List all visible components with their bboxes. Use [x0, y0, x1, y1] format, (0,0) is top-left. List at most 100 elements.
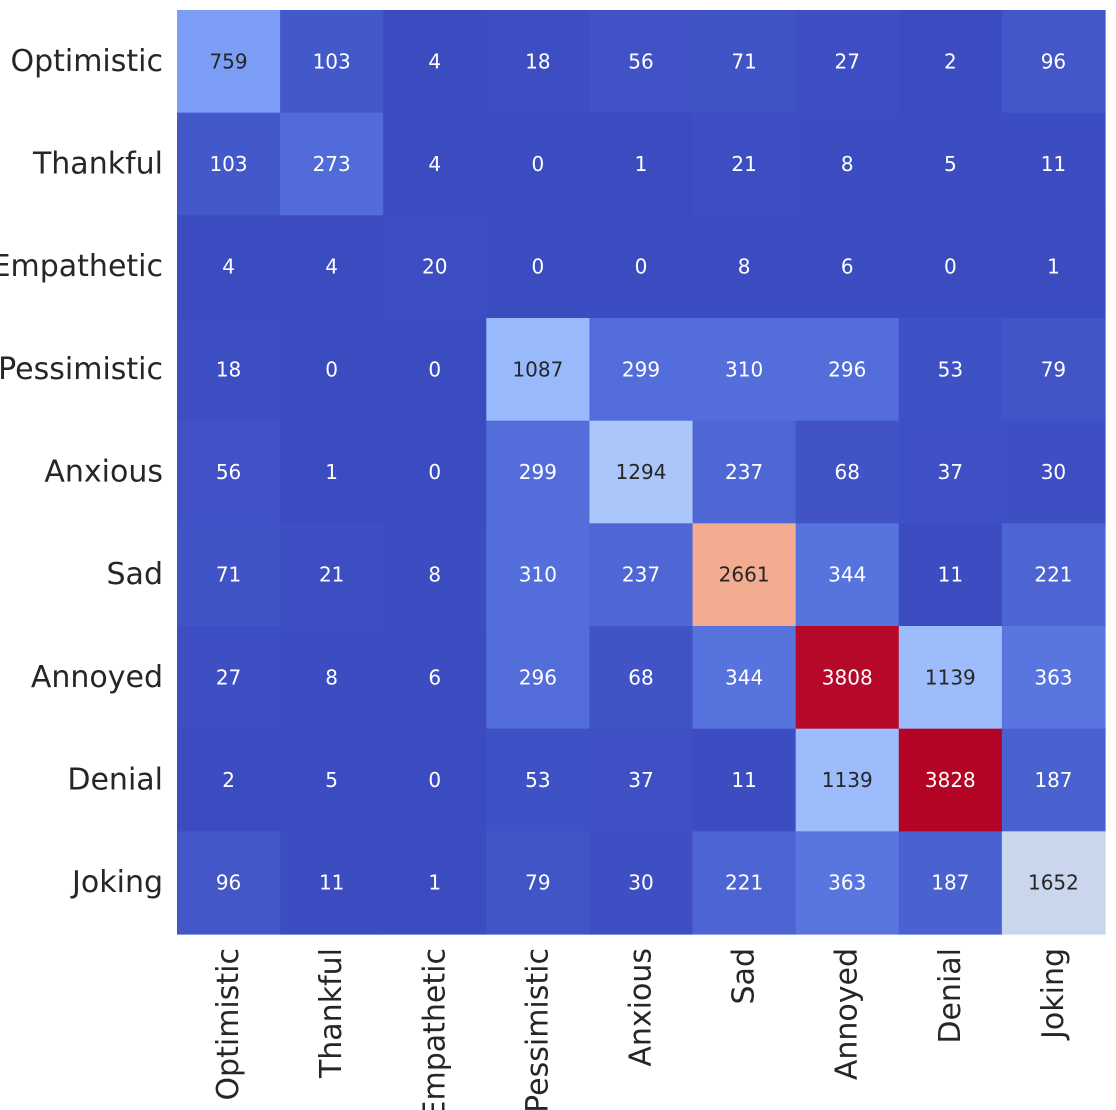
- cell-value-empathetic-denial: 0: [944, 255, 957, 279]
- heatmap-cell-annoyed-optimistic: [177, 626, 281, 730]
- heatmap-cell-thankful-denial: [898, 112, 1003, 216]
- heatmap-cell-optimistic-optimistic: [177, 10, 281, 114]
- heatmap-cell-sad-pessimistic: [486, 523, 591, 627]
- heatmap-cell-pessimistic-sad: [692, 318, 797, 422]
- cell-value-optimistic-pessimistic: 18: [525, 49, 550, 73]
- heatmap-cell-joking-anxious: [589, 831, 694, 935]
- cell-value-anxious-anxious: 1294: [616, 460, 667, 484]
- cell-value-thankful-denial: 5: [944, 152, 957, 176]
- heatmap-cell-joking-thankful: [280, 831, 384, 935]
- heatmap-cell-annoyed-annoyed: [795, 626, 900, 730]
- cell-value-anxious-denial: 37: [938, 460, 963, 484]
- cell-value-anxious-pessimistic: 299: [519, 460, 557, 484]
- heatmap-cell-anxious-joking: [1001, 420, 1106, 524]
- cell-value-optimistic-sad: 71: [731, 49, 756, 73]
- cell-value-annoyed-sad: 344: [725, 665, 763, 689]
- cell-value-anxious-sad: 237: [725, 460, 763, 484]
- x-tick-label-pessimistic: Pessimistic: [520, 948, 555, 1110]
- cell-value-annoyed-annoyed: 3808: [822, 665, 873, 689]
- heatmap-cell-empathetic-sad: [692, 215, 797, 319]
- cell-value-denial-denial: 3828: [925, 768, 976, 792]
- cell-value-joking-joking: 1652: [1028, 871, 1079, 895]
- heatmap-cell-pessimistic-thankful: [280, 318, 384, 422]
- heatmap-cell-pessimistic-anxious: [589, 318, 694, 422]
- heatmap-cell-optimistic-sad: [692, 10, 797, 114]
- x-tick-label-sad: Sad: [727, 948, 762, 1004]
- heatmap-cell-thankful-anxious: [589, 112, 694, 216]
- heatmap-cell-empathetic-empathetic: [383, 215, 487, 319]
- heatmap-cell-denial-pessimistic: [486, 728, 591, 832]
- cell-value-empathetic-thankful: 4: [325, 255, 338, 279]
- cell-value-denial-thankful: 5: [325, 768, 338, 792]
- heatmap-cell-denial-sad: [692, 728, 797, 832]
- cell-value-optimistic-anxious: 56: [628, 49, 653, 73]
- heatmap-cell-thankful-annoyed: [795, 112, 900, 216]
- heatmap-cell-thankful-sad: [692, 112, 797, 216]
- x-tick-label-optimistic: Optimistic: [211, 948, 246, 1101]
- heatmap-cell-pessimistic-empathetic: [383, 318, 487, 422]
- heatmap-cell-empathetic-joking: [1001, 215, 1106, 319]
- x-tick-label-annoyed: Annoyed: [830, 948, 865, 1080]
- y-tick-label-empathetic: Empathetic: [0, 249, 163, 284]
- heatmap-cell-optimistic-denial: [898, 10, 1003, 114]
- heatmap-cell-empathetic-optimistic: [177, 215, 281, 319]
- heatmap-cell-annoyed-joking: [1001, 626, 1106, 730]
- y-tick-label-anxious: Anxious: [44, 455, 163, 490]
- x-tick-label-denial: Denial: [933, 948, 968, 1044]
- heatmap-cell-optimistic-annoyed: [795, 10, 900, 114]
- cell-value-sad-pessimistic: 310: [519, 563, 557, 587]
- cell-value-denial-anxious: 37: [628, 768, 653, 792]
- heatmap-cell-joking-optimistic: [177, 831, 281, 935]
- heatmap-cell-denial-joking: [1001, 728, 1106, 832]
- cell-value-denial-sad: 11: [731, 768, 756, 792]
- x-axis-tick-labels: Optimistic Thankful Empathetic Pessimistic A…: [211, 948, 1071, 1110]
- y-tick-label-pessimistic: Pessimistic: [0, 352, 163, 387]
- heatmap-cell-anxious-annoyed: [795, 420, 900, 524]
- heatmap-cell-optimistic-joking: [1001, 10, 1106, 114]
- heatmap-cell-annoyed-sad: [692, 626, 797, 730]
- x-tick-label-anxious: Anxious: [624, 948, 659, 1067]
- cell-value-anxious-empathetic: 0: [428, 460, 441, 484]
- cell-value-pessimistic-optimistic: 18: [216, 357, 241, 381]
- cell-value-annoyed-optimistic: 27: [216, 665, 241, 689]
- heatmap-cell-sad-thankful: [280, 523, 384, 627]
- heatmap-cell-sad-joking: [1001, 523, 1106, 627]
- cell-value-thankful-optimistic: 103: [209, 152, 247, 176]
- cell-value-empathetic-optimistic: 4: [222, 255, 235, 279]
- cell-value-thankful-joking: 11: [1041, 152, 1066, 176]
- heatmap-cell-pessimistic-annoyed: [795, 318, 900, 422]
- cell-value-thankful-sad: 21: [731, 152, 756, 176]
- cell-value-empathetic-joking: 1: [1047, 255, 1060, 279]
- heatmap-cell-denial-anxious: [589, 728, 694, 832]
- heatmap-cell-denial-thankful: [280, 728, 384, 832]
- heatmap-cell-annoyed-thankful: [280, 626, 384, 730]
- heatmap-cell-optimistic-empathetic: [383, 10, 487, 114]
- heatmap-cell-denial-denial: [898, 728, 1003, 832]
- cell-value-thankful-thankful: 273: [313, 152, 351, 176]
- cell-value-annoyed-pessimistic: 296: [519, 665, 557, 689]
- heatmap-cell-anxious-empathetic: [383, 420, 487, 524]
- cell-value-thankful-empathetic: 4: [428, 152, 441, 176]
- cell-value-thankful-annoyed: 8: [841, 152, 854, 176]
- cell-value-anxious-annoyed: 68: [834, 460, 859, 484]
- cell-value-annoyed-denial: 1139: [925, 665, 976, 689]
- cell-value-annoyed-thankful: 8: [325, 665, 338, 689]
- cell-value-pessimistic-anxious: 299: [622, 357, 660, 381]
- cell-value-annoyed-anxious: 68: [628, 665, 653, 689]
- cell-value-optimistic-thankful: 103: [313, 49, 351, 73]
- heatmap-cell-sad-sad: [692, 523, 797, 627]
- heatmap-cell-joking-denial: [898, 831, 1003, 935]
- y-tick-label-sad: Sad: [107, 557, 163, 592]
- cell-value-optimistic-joking: 96: [1041, 49, 1066, 73]
- cell-value-denial-optimistic: 2: [222, 768, 235, 792]
- heatmap-cell-sad-denial: [898, 523, 1003, 627]
- cell-value-optimistic-empathetic: 4: [428, 49, 441, 73]
- heatmap-cell-joking-pessimistic: [486, 831, 591, 935]
- cell-value-anxious-thankful: 1: [325, 460, 338, 484]
- cell-value-empathetic-empathetic: 20: [422, 255, 447, 279]
- heatmap-cell-joking-joking: [1001, 831, 1106, 935]
- cell-value-empathetic-sad: 8: [738, 255, 751, 279]
- heatmap-cell-pessimistic-denial: [898, 318, 1003, 422]
